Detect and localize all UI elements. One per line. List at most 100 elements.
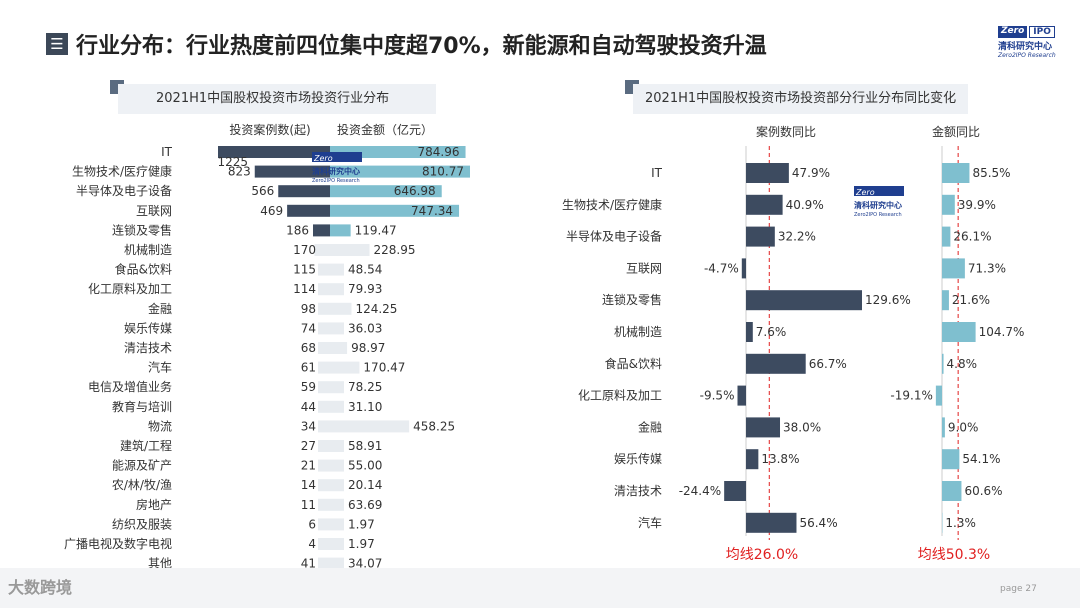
case-bar bbox=[318, 400, 330, 413]
case-value-label: 61 bbox=[301, 361, 316, 375]
amount-yoy-label: 26.1% bbox=[953, 230, 991, 244]
watermark-logo-text: Zero bbox=[855, 188, 875, 197]
category-label: 生物技术/医疗健康 bbox=[562, 197, 662, 212]
category-label: 清洁技术 bbox=[124, 341, 172, 355]
right-header-amount: 金额同比 bbox=[932, 124, 980, 139]
amount-bar bbox=[330, 518, 344, 531]
amount-yoy-label: 9.0% bbox=[948, 420, 979, 434]
case-value-label: 186 bbox=[286, 223, 309, 237]
amount-value-label: 646.98 bbox=[394, 184, 436, 198]
amount-bar bbox=[330, 342, 348, 354]
amount-yoy-bar bbox=[942, 163, 970, 183]
case-value-label: 21 bbox=[301, 459, 316, 473]
category-label: 电信及增值业务 bbox=[88, 379, 172, 394]
amount-bar bbox=[330, 263, 344, 276]
case-yoy-bar bbox=[746, 417, 781, 438]
amount-value-label: 810.77 bbox=[422, 165, 464, 179]
category-label: 建筑/工程 bbox=[120, 438, 172, 453]
amount-value-label: 170.47 bbox=[363, 361, 405, 375]
amount-bar bbox=[330, 302, 352, 315]
category-label: 机械制造 bbox=[614, 324, 662, 339]
amount-yoy-label: 104.7% bbox=[979, 325, 1025, 339]
case-value-label: 41 bbox=[301, 557, 316, 570]
case-value-label: 34 bbox=[301, 419, 316, 433]
case-bar bbox=[318, 479, 330, 492]
case-bar bbox=[312, 224, 330, 237]
case-bar bbox=[318, 302, 330, 315]
case-bar bbox=[287, 204, 330, 217]
amount-value-label: 98.97 bbox=[351, 341, 385, 355]
case-value-label: 74 bbox=[301, 321, 316, 335]
logo-en: Zero2IPO Research bbox=[998, 52, 1056, 59]
category-label: 互联网 bbox=[626, 261, 662, 275]
category-label: 能源及矿产 bbox=[112, 459, 172, 473]
amount-value-label: 458.25 bbox=[413, 419, 455, 433]
amount-yoy-bar bbox=[942, 290, 949, 311]
amount-yoy-bar bbox=[942, 226, 951, 247]
amount-yoy-label: 54.1% bbox=[962, 452, 1000, 466]
category-label: 食品&饮料 bbox=[115, 262, 172, 277]
case-bar bbox=[254, 165, 330, 178]
case-bar bbox=[278, 185, 330, 198]
case-value-label: 469 bbox=[260, 204, 283, 218]
case-value-label: 1225 bbox=[217, 155, 248, 169]
category-label: 连锁及零售 bbox=[602, 292, 662, 307]
case-value-label: 115 bbox=[293, 263, 316, 277]
category-label: 半导体及电子设备 bbox=[76, 184, 172, 198]
case-yoy-bar bbox=[746, 290, 862, 311]
amount-value-label: 58.91 bbox=[348, 439, 382, 453]
amount-bar bbox=[330, 361, 360, 374]
category-label: IT bbox=[161, 145, 173, 159]
case-value-label: 6 bbox=[308, 517, 316, 531]
amount-yoy-bar bbox=[942, 481, 962, 501]
category-label: IT bbox=[651, 166, 663, 180]
right-chart-title: 2021H1中国股权投资市场投资部分行业分布同比变化 bbox=[633, 84, 968, 114]
case-yoy-bar bbox=[746, 512, 797, 533]
case-bar bbox=[318, 283, 330, 296]
amount-value-label: 55.00 bbox=[348, 459, 382, 473]
logo-zero: Zero bbox=[998, 26, 1028, 38]
amount-bar bbox=[330, 400, 344, 413]
amount-value-label: 34.07 bbox=[348, 557, 382, 570]
amount-bar bbox=[330, 322, 344, 335]
amount-bar bbox=[330, 538, 344, 550]
page-indicator: page 27 bbox=[1000, 584, 1037, 594]
amount-bar bbox=[330, 440, 344, 452]
left-header-amount: 投资金额（亿元） bbox=[337, 122, 433, 137]
category-label: 纺织及服装 bbox=[112, 517, 172, 531]
amount-value-label: 78.25 bbox=[348, 380, 382, 394]
amount-value-label: 747.34 bbox=[411, 204, 453, 218]
category-label: 娱乐传媒 bbox=[124, 320, 172, 335]
cases-average-label: 均线26.0% bbox=[726, 547, 798, 563]
amount-value-label: 119.47 bbox=[355, 223, 397, 237]
amount-value-label: 79.93 bbox=[348, 282, 382, 296]
amount-bar bbox=[330, 498, 344, 511]
amount-value-label: 31.10 bbox=[348, 400, 382, 414]
case-value-label: 44 bbox=[301, 400, 316, 414]
logo-ipo: IPO bbox=[1029, 26, 1055, 38]
amount-yoy-bar bbox=[942, 194, 955, 215]
amount-bar bbox=[330, 224, 351, 237]
left-header-cases: 投资案例数(起) bbox=[229, 122, 310, 137]
case-value-label: 59 bbox=[301, 380, 316, 394]
case-yoy-label: 13.8% bbox=[761, 452, 799, 466]
amount-bar bbox=[330, 557, 344, 570]
amount-average-label: 均线50.3% bbox=[918, 547, 990, 563]
case-value-label: 11 bbox=[301, 498, 316, 512]
case-yoy-bar bbox=[724, 481, 746, 501]
watermark-logo-cn: 清科研究中心 bbox=[854, 200, 902, 210]
category-label: 物流 bbox=[148, 419, 172, 433]
amount-bar bbox=[330, 165, 470, 178]
case-yoy-bar bbox=[737, 385, 746, 406]
case-yoy-label: -24.4% bbox=[679, 484, 721, 498]
case-yoy-bar bbox=[746, 226, 775, 247]
category-label: 农/林/牧/渔 bbox=[112, 478, 172, 492]
amount-value-label: 1.97 bbox=[348, 517, 375, 531]
case-yoy-bar bbox=[746, 449, 759, 470]
case-bar bbox=[318, 459, 330, 472]
left-chart-title: 2021H1中国股权投资市场投资行业分布 bbox=[118, 84, 436, 114]
category-label: 生物技术/医疗健康 bbox=[72, 164, 172, 179]
footer-bar bbox=[0, 568, 1080, 608]
amount-yoy-label: 60.6% bbox=[964, 484, 1002, 498]
